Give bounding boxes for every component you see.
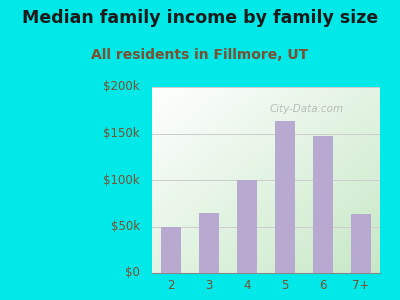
Text: City-Data.com: City-Data.com	[270, 104, 344, 114]
Bar	[274, 122, 296, 273]
Text: $50k: $50k	[111, 220, 140, 233]
Text: $150k: $150k	[103, 127, 140, 140]
Text: Median family income by family size: Median family income by family size	[22, 9, 378, 27]
Text: $200k: $200k	[103, 80, 140, 94]
Text: $0: $0	[125, 266, 140, 280]
Text: $100k: $100k	[103, 173, 140, 187]
Bar	[160, 226, 182, 273]
Bar	[198, 212, 220, 273]
Text: All residents in Fillmore, UT: All residents in Fillmore, UT	[91, 48, 309, 62]
Bar	[236, 180, 258, 273]
Bar	[312, 136, 334, 273]
Bar	[350, 214, 372, 273]
